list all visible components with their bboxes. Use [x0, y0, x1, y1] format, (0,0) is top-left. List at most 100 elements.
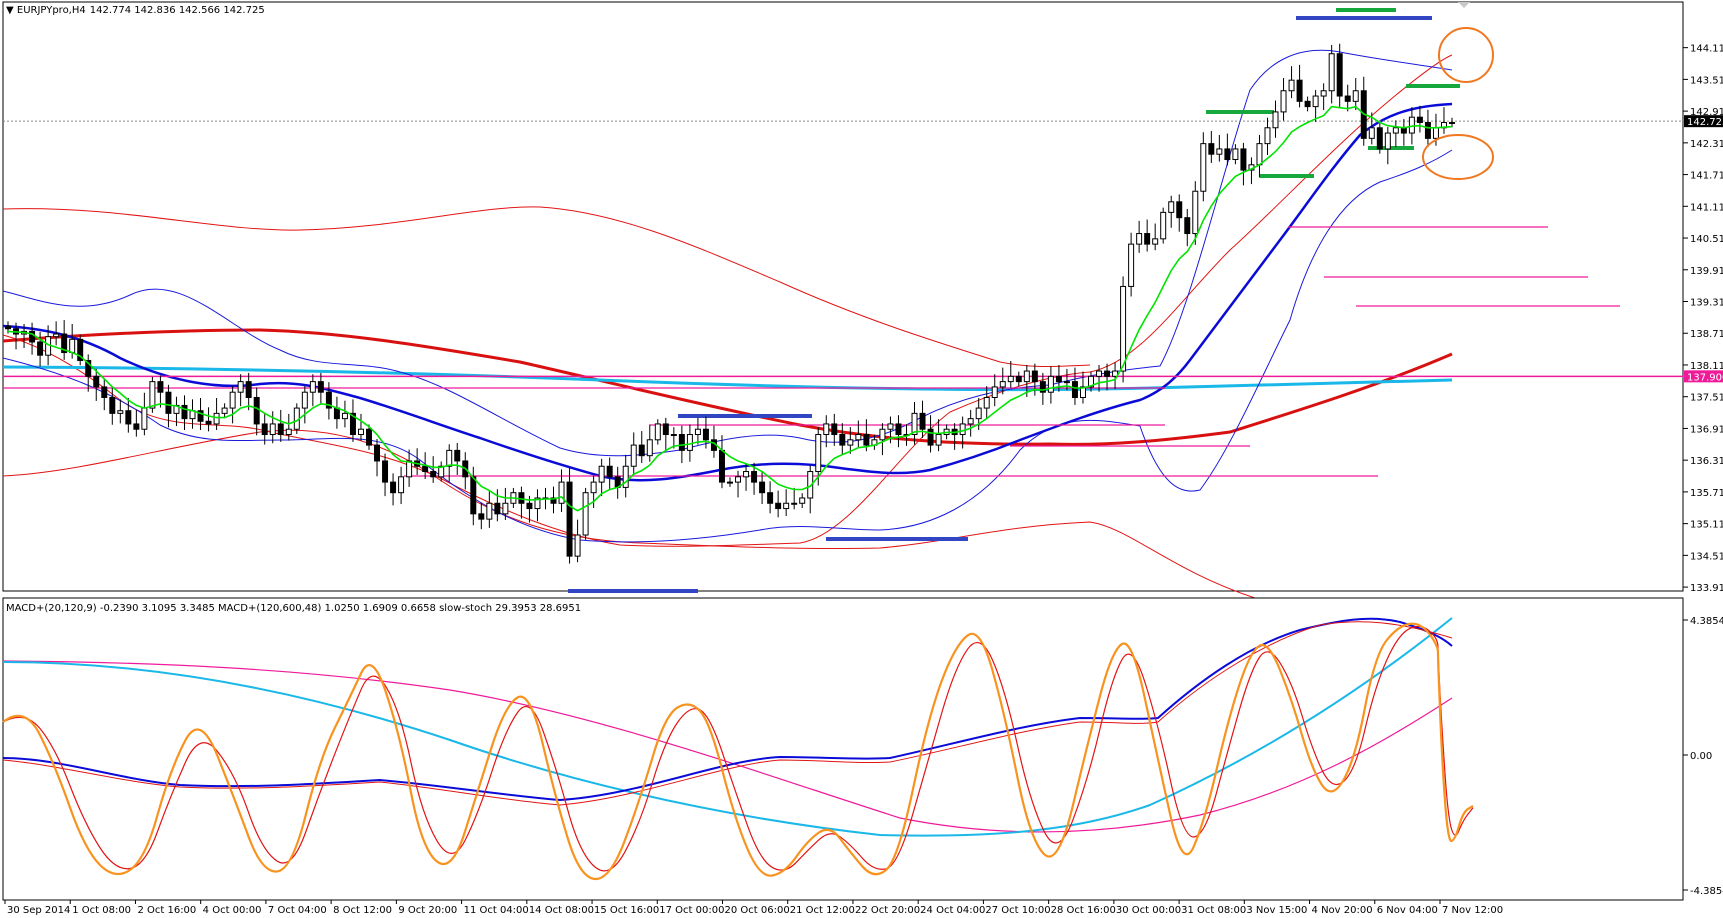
candle[interactable]: [1272, 100, 1279, 138]
candle[interactable]: [1384, 126, 1391, 165]
candle[interactable]: [1176, 194, 1183, 232]
candle[interactable]: [1416, 105, 1423, 133]
candle[interactable]: [638, 431, 645, 464]
candle[interactable]: [1280, 78, 1287, 121]
candle[interactable]: [1208, 130, 1215, 163]
candle[interactable]: [783, 489, 790, 516]
candle[interactable]: [1264, 117, 1271, 156]
candles-group[interactable]: [5, 43, 1455, 564]
candle[interactable]: [558, 469, 565, 512]
candle[interactable]: [253, 387, 260, 436]
candle[interactable]: [237, 374, 244, 407]
candle[interactable]: [1216, 134, 1223, 162]
candle[interactable]: [590, 476, 597, 509]
candle[interactable]: [454, 442, 461, 475]
candle[interactable]: [807, 465, 814, 514]
candle[interactable]: [486, 490, 493, 528]
candle[interactable]: [686, 424, 693, 462]
candle[interactable]: [1088, 371, 1094, 392]
candle[interactable]: [1449, 117, 1455, 128]
candle[interactable]: [702, 416, 709, 449]
candle[interactable]: [1200, 132, 1207, 202]
candle[interactable]: [341, 400, 348, 428]
candle[interactable]: [1288, 66, 1295, 99]
candle[interactable]: [847, 427, 854, 454]
candle[interactable]: [37, 331, 44, 367]
candle[interactable]: [662, 417, 669, 450]
candle[interactable]: [1128, 232, 1135, 297]
candle[interactable]: [767, 481, 774, 514]
candle[interactable]: [927, 415, 934, 453]
candle[interactable]: [374, 439, 381, 477]
candle[interactable]: [967, 409, 974, 437]
candle[interactable]: [229, 386, 236, 424]
candle[interactable]: [646, 424, 653, 462]
candle[interactable]: [1096, 364, 1103, 392]
candle[interactable]: [446, 444, 453, 482]
candle[interactable]: [181, 395, 188, 431]
candle[interactable]: [1144, 219, 1151, 252]
candle[interactable]: [317, 372, 324, 405]
candle[interactable]: [133, 409, 140, 437]
candle[interactable]: [285, 413, 292, 441]
candle[interactable]: [1168, 195, 1175, 228]
candle[interactable]: [574, 519, 581, 563]
candle[interactable]: [382, 453, 389, 497]
candle[interactable]: [1160, 207, 1167, 244]
candle[interactable]: [1328, 45, 1335, 104]
indicator-panel[interactable]: MACD+(20,120,9) -0.2390 3.1095 3.3485 MA…: [2, 597, 1723, 901]
candle[interactable]: [109, 387, 116, 425]
candle[interactable]: [582, 487, 589, 540]
chart-shift-marker-icon[interactable]: [1458, 2, 1470, 8]
candle[interactable]: [1296, 64, 1303, 108]
candle[interactable]: [654, 419, 661, 445]
candle[interactable]: [430, 456, 437, 483]
candle[interactable]: [895, 415, 902, 448]
candle[interactable]: [1232, 144, 1239, 165]
candle[interactable]: [213, 398, 220, 431]
candle[interactable]: [1240, 142, 1247, 186]
candle[interactable]: [791, 487, 798, 510]
candle[interactable]: [77, 334, 84, 366]
candle[interactable]: [390, 473, 397, 506]
candle[interactable]: [29, 322, 36, 355]
candle[interactable]: [1015, 371, 1022, 387]
candle[interactable]: [101, 378, 108, 411]
candle[interactable]: [1352, 78, 1359, 111]
candle[interactable]: [775, 490, 782, 518]
candle[interactable]: [550, 486, 557, 514]
candle[interactable]: [1304, 96, 1311, 112]
candle[interactable]: [606, 457, 613, 490]
candle[interactable]: [1376, 123, 1383, 154]
candle[interactable]: [301, 386, 308, 424]
candle[interactable]: [261, 412, 268, 445]
candle[interactable]: [735, 470, 742, 498]
candle[interactable]: [117, 399, 124, 424]
candle[interactable]: [935, 419, 942, 452]
candle[interactable]: [799, 493, 806, 509]
candle[interactable]: [357, 413, 364, 441]
candle[interactable]: [759, 472, 766, 505]
candle[interactable]: [93, 368, 100, 401]
candle[interactable]: [221, 403, 228, 419]
candle[interactable]: [727, 477, 733, 487]
candle[interactable]: [1392, 120, 1399, 148]
candle[interactable]: [85, 354, 92, 392]
candle[interactable]: [325, 382, 332, 420]
candle[interactable]: [879, 423, 886, 456]
candle[interactable]: [991, 374, 998, 407]
candle[interactable]: [277, 409, 284, 442]
candle[interactable]: [165, 384, 172, 428]
candle[interactable]: [1320, 83, 1327, 111]
candle[interactable]: [366, 424, 372, 450]
candle[interactable]: [863, 419, 870, 452]
candle[interactable]: [911, 401, 918, 445]
candle[interactable]: [1184, 208, 1191, 247]
candle[interactable]: [622, 454, 629, 498]
dropdown-arrow-icon[interactable]: ▼: [6, 5, 17, 16]
candle[interactable]: [149, 376, 156, 413]
candle[interactable]: [438, 461, 445, 482]
candle[interactable]: [1152, 223, 1159, 251]
candle[interactable]: [1063, 368, 1070, 391]
candle[interactable]: [694, 417, 701, 445]
